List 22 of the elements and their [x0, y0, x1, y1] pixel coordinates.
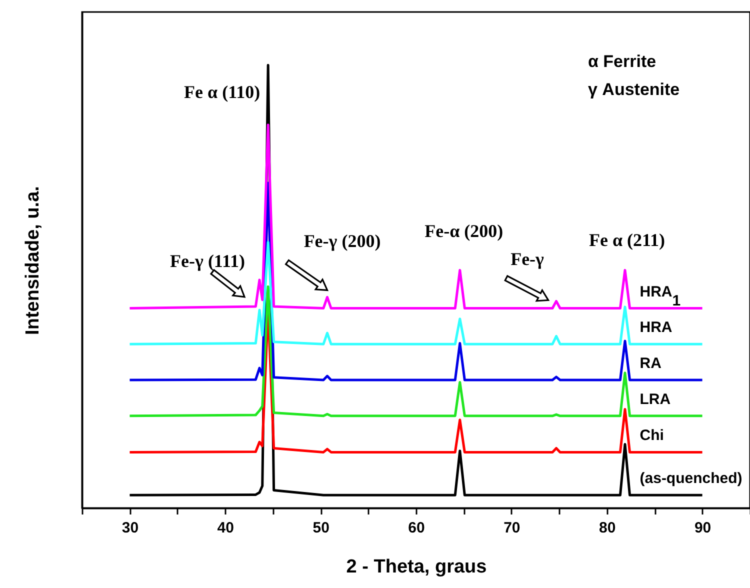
annotation: Fe-α (200) [424, 221, 504, 242]
annotation: Fe-γ (200) [304, 231, 381, 252]
annotation: α Ferrite [588, 52, 656, 71]
y-axis-title: Intensidade, u.a. [22, 186, 44, 335]
x-tick-label: 90 [694, 520, 712, 536]
x-tick-label: 60 [408, 520, 425, 536]
annotation: Fe α (211) [588, 230, 666, 250]
series-label: RA [640, 355, 662, 372]
annotation: Fe-γ (111) [170, 250, 245, 271]
series-label: LRA [640, 390, 671, 408]
annotation: Fe α (110) [184, 82, 260, 102]
x-tick-label: 40 [217, 520, 234, 536]
series-label: HRA [640, 319, 672, 336]
x-tick-label: 50 [312, 520, 330, 536]
x-tick-label: 30 [122, 520, 139, 536]
annotation: Fe-γ [510, 249, 545, 270]
x-tick-label: 80 [599, 520, 616, 536]
series-label: (as-quenched) [640, 470, 742, 488]
x-axis-title: 2 - Theta, graus [346, 556, 487, 578]
annotation: γ Austenite [588, 80, 680, 99]
series-label: Chi [640, 427, 664, 444]
x-tick-label: 70 [504, 520, 520, 536]
